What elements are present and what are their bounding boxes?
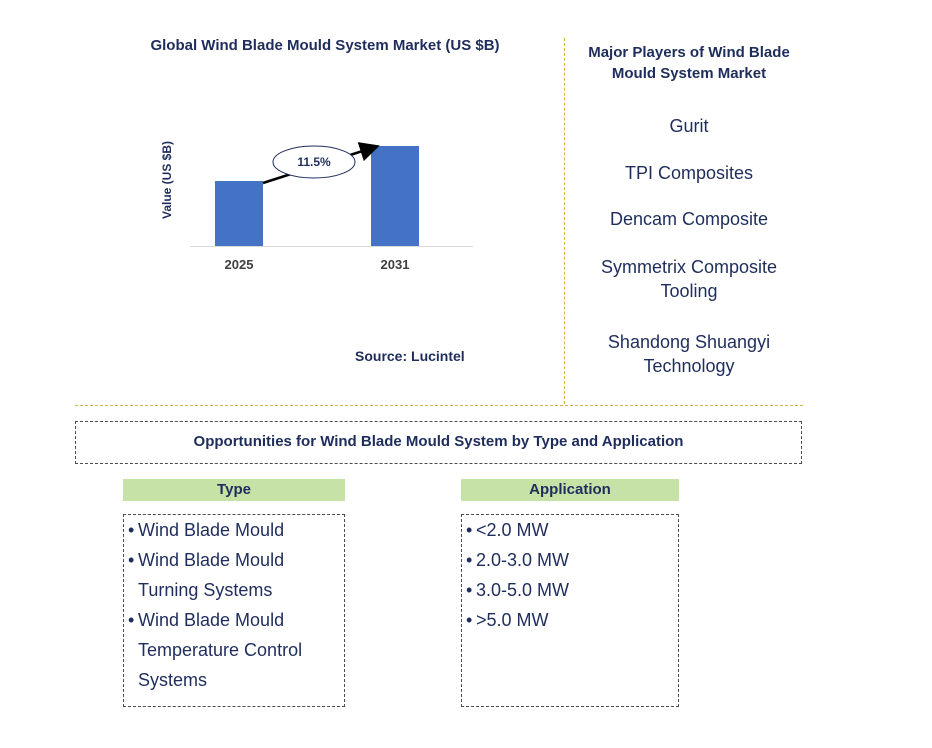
bar-2025 bbox=[215, 181, 263, 246]
application-item: 3.0-5.0 MW bbox=[462, 575, 678, 605]
horizontal-divider bbox=[75, 405, 803, 406]
x-tick-label-2025: 2025 bbox=[224, 257, 254, 272]
x-axis-line bbox=[190, 246, 473, 247]
opportunities-banner bbox=[75, 421, 802, 464]
cagr-ellipse bbox=[272, 145, 356, 179]
application-box: <2.0 MW 2.0-3.0 MW 3.0-5.0 MW >5.0 MW bbox=[461, 514, 679, 707]
source-note: Source: Lucintel bbox=[355, 348, 465, 364]
bar-2031 bbox=[371, 146, 419, 246]
opportunities-title: Opportunities for Wind Blade Mould Syste… bbox=[193, 433, 684, 450]
vertical-divider bbox=[564, 38, 565, 404]
application-item: <2.0 MW bbox=[462, 515, 678, 545]
type-item: Wind Blade Mould Turning Systems bbox=[124, 545, 344, 605]
player-gurit: Gurit bbox=[669, 116, 709, 136]
player-shandong-shuangyi: Shandong Shuangyi Technology bbox=[607, 332, 771, 376]
chart-title: Global Wind Blade Mould System Market (U… bbox=[150, 37, 500, 54]
x-tick-label-2031: 2031 bbox=[380, 257, 410, 272]
type-item: Wind Blade Mould Temperature Control Sys… bbox=[124, 605, 344, 695]
player-symmetrix: Symmetrix Composite Tooling bbox=[600, 257, 778, 301]
player-tpi-composites: TPI Composites bbox=[624, 163, 754, 183]
cagr-label: 11.5% bbox=[297, 155, 331, 169]
application-item: >5.0 MW bbox=[462, 605, 678, 635]
player-dencam-composite: Dencam Composite bbox=[609, 209, 769, 229]
application-item: 2.0-3.0 MW bbox=[462, 545, 678, 575]
application-header: Application bbox=[461, 479, 679, 501]
players-title: Major Players of Wind Blade Mould System… bbox=[588, 44, 790, 82]
type-item: Wind Blade Mould bbox=[124, 515, 344, 545]
type-header: Type bbox=[123, 479, 345, 501]
type-box: Wind Blade Mould Wind Blade Mould Turnin… bbox=[123, 514, 345, 707]
